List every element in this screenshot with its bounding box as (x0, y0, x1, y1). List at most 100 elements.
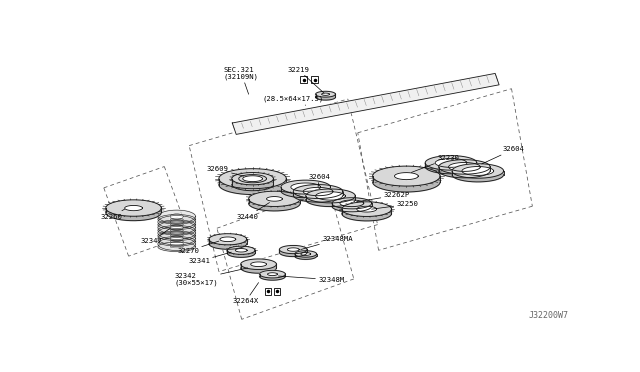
Bar (311, 76, 318, 83)
Polygon shape (158, 232, 196, 245)
Polygon shape (236, 248, 247, 252)
Polygon shape (266, 196, 282, 201)
Text: 32342
(30×55×17): 32342 (30×55×17) (174, 268, 248, 286)
Polygon shape (438, 160, 490, 174)
Polygon shape (268, 273, 277, 276)
Polygon shape (280, 250, 307, 257)
Polygon shape (125, 205, 143, 211)
Text: 32348M: 32348M (278, 276, 344, 283)
Polygon shape (227, 246, 255, 254)
Polygon shape (232, 173, 273, 185)
Polygon shape (158, 221, 196, 234)
Polygon shape (219, 179, 286, 195)
Text: 32262P: 32262P (356, 192, 410, 202)
Polygon shape (170, 246, 183, 248)
Polygon shape (321, 93, 330, 95)
Polygon shape (251, 262, 266, 267)
Polygon shape (158, 215, 196, 224)
Polygon shape (232, 179, 273, 191)
Polygon shape (209, 234, 246, 245)
Polygon shape (239, 174, 266, 183)
Polygon shape (249, 191, 300, 206)
Polygon shape (158, 237, 196, 246)
Text: 32230: 32230 (412, 155, 459, 173)
Polygon shape (170, 241, 183, 247)
Polygon shape (306, 189, 355, 203)
Polygon shape (158, 231, 196, 241)
Polygon shape (219, 169, 286, 189)
Polygon shape (316, 192, 346, 200)
Polygon shape (356, 206, 376, 212)
Polygon shape (170, 230, 183, 236)
Text: (28.5×64×17.5): (28.5×64×17.5) (262, 96, 324, 105)
Polygon shape (170, 229, 183, 231)
Polygon shape (158, 210, 196, 223)
Polygon shape (340, 200, 364, 206)
Polygon shape (293, 192, 343, 202)
Polygon shape (449, 163, 480, 171)
Polygon shape (291, 183, 321, 191)
Polygon shape (170, 235, 183, 237)
Polygon shape (209, 239, 246, 249)
Polygon shape (425, 155, 477, 170)
Polygon shape (425, 163, 477, 174)
Polygon shape (435, 158, 467, 167)
Polygon shape (158, 227, 196, 240)
Polygon shape (158, 220, 196, 230)
Polygon shape (106, 200, 161, 216)
Text: 32604: 32604 (308, 174, 330, 187)
Polygon shape (158, 216, 196, 228)
Polygon shape (158, 225, 196, 235)
Bar (264, 288, 271, 295)
Polygon shape (170, 224, 183, 226)
Text: 32609: 32609 (207, 167, 244, 176)
Polygon shape (170, 219, 183, 225)
Polygon shape (170, 236, 183, 241)
Polygon shape (227, 250, 255, 257)
Polygon shape (452, 164, 504, 178)
Polygon shape (372, 166, 440, 186)
Polygon shape (281, 180, 330, 194)
Polygon shape (232, 73, 499, 134)
Text: 32264X: 32264X (233, 283, 259, 304)
Text: 32270: 32270 (177, 241, 219, 254)
Text: J32200W7: J32200W7 (529, 311, 568, 320)
Polygon shape (280, 246, 307, 254)
Polygon shape (452, 171, 504, 182)
Polygon shape (220, 237, 236, 242)
Polygon shape (342, 202, 392, 217)
Text: 32348MA: 32348MA (301, 236, 353, 250)
Polygon shape (170, 240, 183, 243)
Polygon shape (170, 225, 183, 230)
Text: 32341: 32341 (188, 252, 231, 264)
Polygon shape (316, 94, 335, 100)
Polygon shape (170, 214, 183, 219)
Polygon shape (260, 270, 285, 278)
Bar (274, 288, 280, 295)
Text: 32219: 32219 (287, 67, 324, 93)
Text: 32347: 32347 (141, 228, 170, 244)
Text: 32260: 32260 (101, 209, 125, 219)
Polygon shape (106, 208, 161, 221)
Polygon shape (241, 259, 276, 270)
Polygon shape (301, 253, 310, 256)
Polygon shape (243, 176, 262, 182)
Polygon shape (342, 209, 392, 221)
Bar (300, 76, 307, 83)
Polygon shape (295, 251, 317, 257)
Polygon shape (372, 176, 440, 192)
Polygon shape (170, 218, 183, 220)
Polygon shape (249, 199, 300, 211)
Polygon shape (462, 167, 493, 176)
Polygon shape (303, 187, 333, 196)
Polygon shape (295, 254, 317, 259)
Text: 32440: 32440 (237, 202, 269, 219)
Text: SEC.321
(32109N): SEC.321 (32109N) (224, 67, 259, 94)
Polygon shape (287, 248, 300, 251)
Polygon shape (394, 173, 419, 180)
Polygon shape (332, 198, 372, 209)
Polygon shape (438, 167, 490, 178)
Polygon shape (306, 196, 355, 206)
Polygon shape (260, 274, 285, 280)
Polygon shape (158, 238, 196, 250)
